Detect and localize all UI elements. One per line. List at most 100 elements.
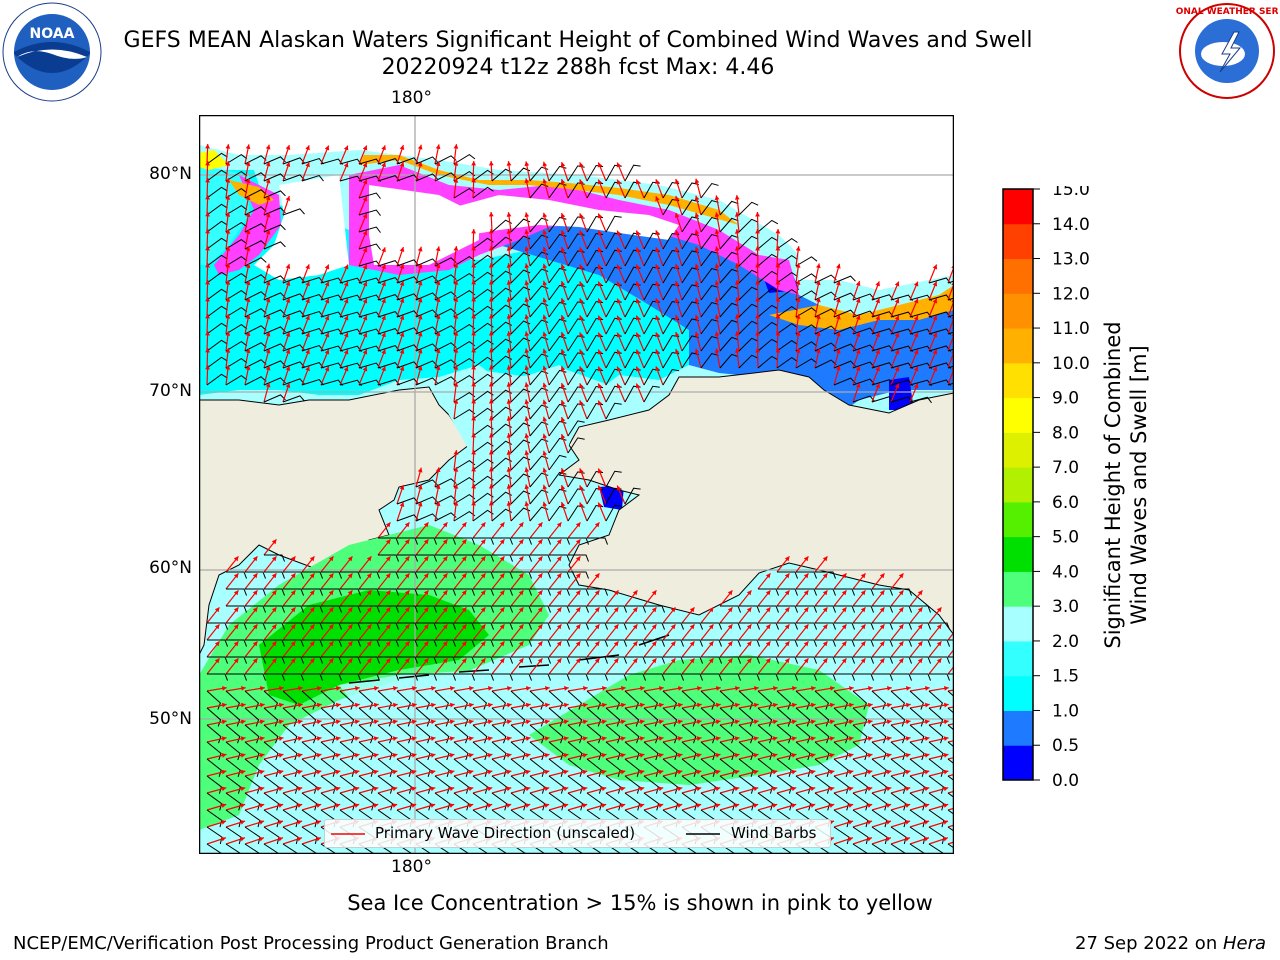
wind-barb <box>834 622 856 630</box>
wind-barb <box>872 622 894 630</box>
wave-arrow-head <box>601 736 607 741</box>
wave-arrow-head <box>245 331 251 337</box>
wave-arrow-head <box>461 607 467 613</box>
wave-arrow-head <box>810 786 816 792</box>
wind-barb <box>282 741 298 761</box>
wind-barb <box>396 775 412 794</box>
wind-barb <box>909 294 932 302</box>
wave-arrow-head <box>674 246 680 252</box>
wind-barb <box>416 537 438 545</box>
wave-arrow-head <box>556 522 562 528</box>
wave-arrow-head <box>366 641 372 647</box>
wave-arrow-head <box>674 280 680 286</box>
wave-arrow-head <box>924 803 930 808</box>
wave-arrow-head <box>635 247 641 253</box>
wave-arrow-head <box>582 736 588 741</box>
wave-arrow-head <box>560 247 566 252</box>
wind-barb <box>814 308 837 318</box>
wave-arrow-head <box>917 624 923 630</box>
wave-arrow-head <box>773 686 778 691</box>
wave-arrow-head <box>297 820 303 825</box>
wave-arrow-head <box>727 641 733 647</box>
wave-arrow-head <box>632 607 638 613</box>
wave-arrow-head <box>290 573 296 579</box>
wind-barb <box>853 639 875 647</box>
wave-arrow-head <box>694 195 700 201</box>
wind-barb <box>244 257 267 267</box>
wave-arrow-head <box>597 298 603 304</box>
wave-arrow-head <box>651 590 657 596</box>
wind-barb <box>225 187 248 199</box>
wind-barb <box>244 359 267 369</box>
wind-barb <box>320 741 336 761</box>
wind-barb <box>719 353 739 369</box>
wind-barb <box>796 571 818 579</box>
wave-arrow-head <box>362 213 368 219</box>
wind-barb <box>738 286 759 301</box>
wind-barb <box>663 656 685 664</box>
wave-arrow-head <box>855 349 861 355</box>
wind-barb <box>511 656 533 664</box>
wave-arrow-head <box>635 315 641 321</box>
wave-arrow-head <box>755 331 760 336</box>
wave-arrow-head <box>259 786 265 792</box>
wave-arrow-head <box>810 736 816 741</box>
wave-arrow-head <box>791 803 797 808</box>
wave-arrow-head <box>597 468 603 474</box>
wind-barb <box>320 690 335 710</box>
wave-arrow-head <box>621 686 626 691</box>
wave-arrow-head <box>524 178 530 184</box>
wave-arrow-head <box>343 281 349 287</box>
wind-barb <box>910 622 932 630</box>
wave-arrow-head <box>362 230 368 236</box>
wind-barb <box>872 639 894 647</box>
wind-barb <box>454 622 476 630</box>
wave-arrow-head <box>542 280 548 286</box>
wave-arrow-head <box>932 332 938 338</box>
wind-barb <box>263 724 279 744</box>
wind-barb <box>511 537 533 545</box>
wave-arrow-head <box>544 753 550 758</box>
colorbar-ticks: 0.00.51.01.52.03.04.05.06.07.08.09.010.0… <box>1033 186 1090 786</box>
wave-arrow-head <box>601 769 607 775</box>
wave-arrow-head <box>556 556 562 562</box>
wave-arrow-head <box>435 161 441 167</box>
wind-barb <box>397 537 419 545</box>
wave-arrow-head <box>417 348 423 354</box>
wind-barb <box>700 251 719 267</box>
nws-logo-text: NATIONAL WEATHER SERVICE <box>1176 7 1278 17</box>
wind-barb <box>625 622 647 630</box>
wind-barb <box>833 275 856 284</box>
wave-arrow-head <box>435 314 441 320</box>
wave-arrow-head <box>579 298 584 304</box>
wave-arrow-head <box>860 573 866 579</box>
wave-arrow-head <box>655 315 660 321</box>
wind-barb <box>377 690 392 710</box>
wind-barb <box>624 707 640 727</box>
wave-arrow-head <box>708 641 714 647</box>
wind-barb <box>244 775 260 794</box>
wave-arrow-head <box>674 314 680 320</box>
wave-arrow-head <box>506 450 512 455</box>
wind-barb <box>909 741 925 761</box>
wind-barb <box>529 741 545 761</box>
wind-barb <box>358 345 381 352</box>
wave-arrow-head <box>594 573 600 579</box>
wind-barb <box>833 758 849 777</box>
wave-arrow-head <box>784 556 790 562</box>
wind-barb <box>720 639 742 647</box>
wave-arrow-head <box>579 162 584 168</box>
wave-arrow-head <box>560 485 566 490</box>
wave-arrow-head <box>906 686 911 691</box>
wave-arrow-head <box>233 590 239 596</box>
colorbar-block <box>1003 223 1033 260</box>
wind-barb <box>814 690 829 710</box>
wind-barb <box>225 289 248 301</box>
wave-arrow-head <box>836 297 841 303</box>
wind-barb <box>662 707 678 727</box>
wave-arrow-head <box>404 658 410 664</box>
wave-arrow-head <box>815 297 821 303</box>
wind-barb <box>340 673 362 681</box>
wave-arrow-head <box>285 196 291 201</box>
wind-barb <box>359 639 381 647</box>
